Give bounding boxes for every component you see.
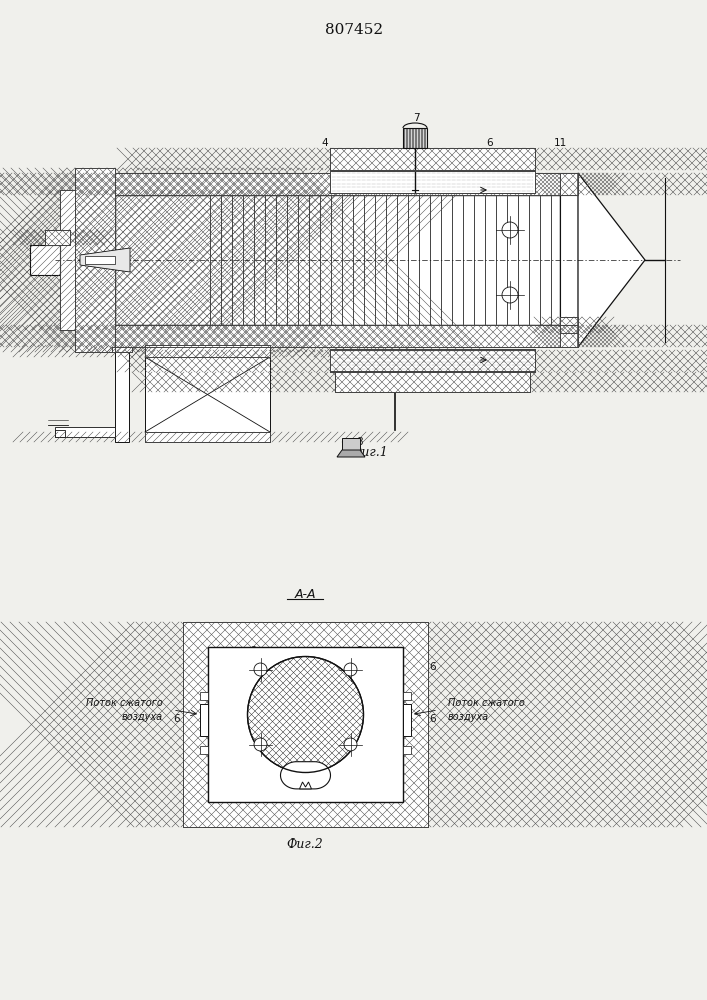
Polygon shape xyxy=(300,782,312,789)
Bar xyxy=(330,349,535,371)
Text: 6: 6 xyxy=(486,138,493,148)
Bar xyxy=(183,622,428,827)
Bar xyxy=(560,325,578,347)
Bar xyxy=(85,256,115,264)
Text: 6: 6 xyxy=(429,662,436,672)
Text: 6: 6 xyxy=(356,646,362,656)
Polygon shape xyxy=(578,173,645,347)
Text: 6: 6 xyxy=(249,646,255,656)
Bar xyxy=(145,432,270,442)
Bar xyxy=(112,347,132,352)
Bar xyxy=(115,173,560,195)
Bar xyxy=(330,171,535,193)
Bar xyxy=(200,692,208,700)
Text: Фиг.1: Фиг.1 xyxy=(351,446,388,458)
Text: 807452: 807452 xyxy=(325,23,383,37)
Bar xyxy=(115,325,560,347)
Circle shape xyxy=(344,663,357,676)
Bar xyxy=(145,345,270,357)
Polygon shape xyxy=(80,248,130,272)
Circle shape xyxy=(344,738,357,751)
Bar xyxy=(330,350,535,372)
Text: 11: 11 xyxy=(554,138,566,148)
Bar xyxy=(200,746,208,754)
Bar xyxy=(115,173,560,195)
Bar xyxy=(145,357,270,432)
Text: А: А xyxy=(468,185,475,195)
Bar xyxy=(560,173,578,195)
Circle shape xyxy=(254,663,267,676)
Bar xyxy=(75,168,115,352)
Bar xyxy=(45,230,70,245)
Circle shape xyxy=(502,287,518,303)
Bar xyxy=(45,230,70,245)
Bar xyxy=(403,704,411,736)
Bar xyxy=(75,168,115,352)
Bar xyxy=(145,345,270,357)
Bar xyxy=(335,372,530,392)
Text: 4: 4 xyxy=(322,138,328,148)
Polygon shape xyxy=(281,762,330,789)
Bar xyxy=(403,692,411,700)
Bar xyxy=(560,325,578,347)
Bar xyxy=(115,325,560,347)
Bar xyxy=(60,190,75,330)
Text: 5: 5 xyxy=(239,180,245,190)
Bar xyxy=(330,148,535,170)
Bar xyxy=(145,432,270,442)
Text: А-А: А-А xyxy=(294,587,316,600)
Bar xyxy=(60,190,75,330)
Bar xyxy=(115,195,560,325)
Text: 8: 8 xyxy=(356,437,363,447)
Text: 7: 7 xyxy=(302,785,309,795)
Text: 7: 7 xyxy=(413,113,419,123)
Text: Фиг.2: Фиг.2 xyxy=(286,838,323,852)
Bar xyxy=(330,349,535,371)
Bar xyxy=(403,746,411,754)
Bar xyxy=(403,128,427,148)
Bar xyxy=(200,704,208,736)
Bar xyxy=(60,190,75,330)
Bar xyxy=(55,427,115,437)
Text: 3: 3 xyxy=(78,182,86,192)
Text: 6: 6 xyxy=(173,714,180,724)
Text: 5: 5 xyxy=(398,744,404,754)
Bar xyxy=(560,317,578,333)
Circle shape xyxy=(247,656,363,772)
Text: 1: 1 xyxy=(317,180,323,190)
Bar xyxy=(335,372,530,392)
Bar xyxy=(30,245,60,275)
Bar xyxy=(183,622,428,827)
Bar xyxy=(560,317,578,333)
Bar xyxy=(560,173,578,195)
Bar xyxy=(112,347,132,352)
Text: Поток сжатого
воздуха: Поток сжатого воздуха xyxy=(448,698,525,722)
Bar xyxy=(560,195,578,325)
Bar xyxy=(115,347,129,442)
Text: 6: 6 xyxy=(249,756,255,766)
Bar xyxy=(342,438,360,450)
Text: 6: 6 xyxy=(356,756,362,766)
Bar xyxy=(45,230,70,245)
Polygon shape xyxy=(337,450,365,457)
Bar xyxy=(330,171,535,193)
Bar xyxy=(330,350,535,372)
Circle shape xyxy=(254,738,267,751)
Text: А: А xyxy=(468,355,475,365)
Text: 6: 6 xyxy=(429,714,436,724)
Bar xyxy=(55,430,65,437)
Circle shape xyxy=(502,222,518,238)
Text: 2: 2 xyxy=(271,180,279,190)
Text: Поток сжатого
воздуха: Поток сжатого воздуха xyxy=(86,698,163,722)
Bar xyxy=(208,647,403,802)
Bar xyxy=(330,148,535,170)
